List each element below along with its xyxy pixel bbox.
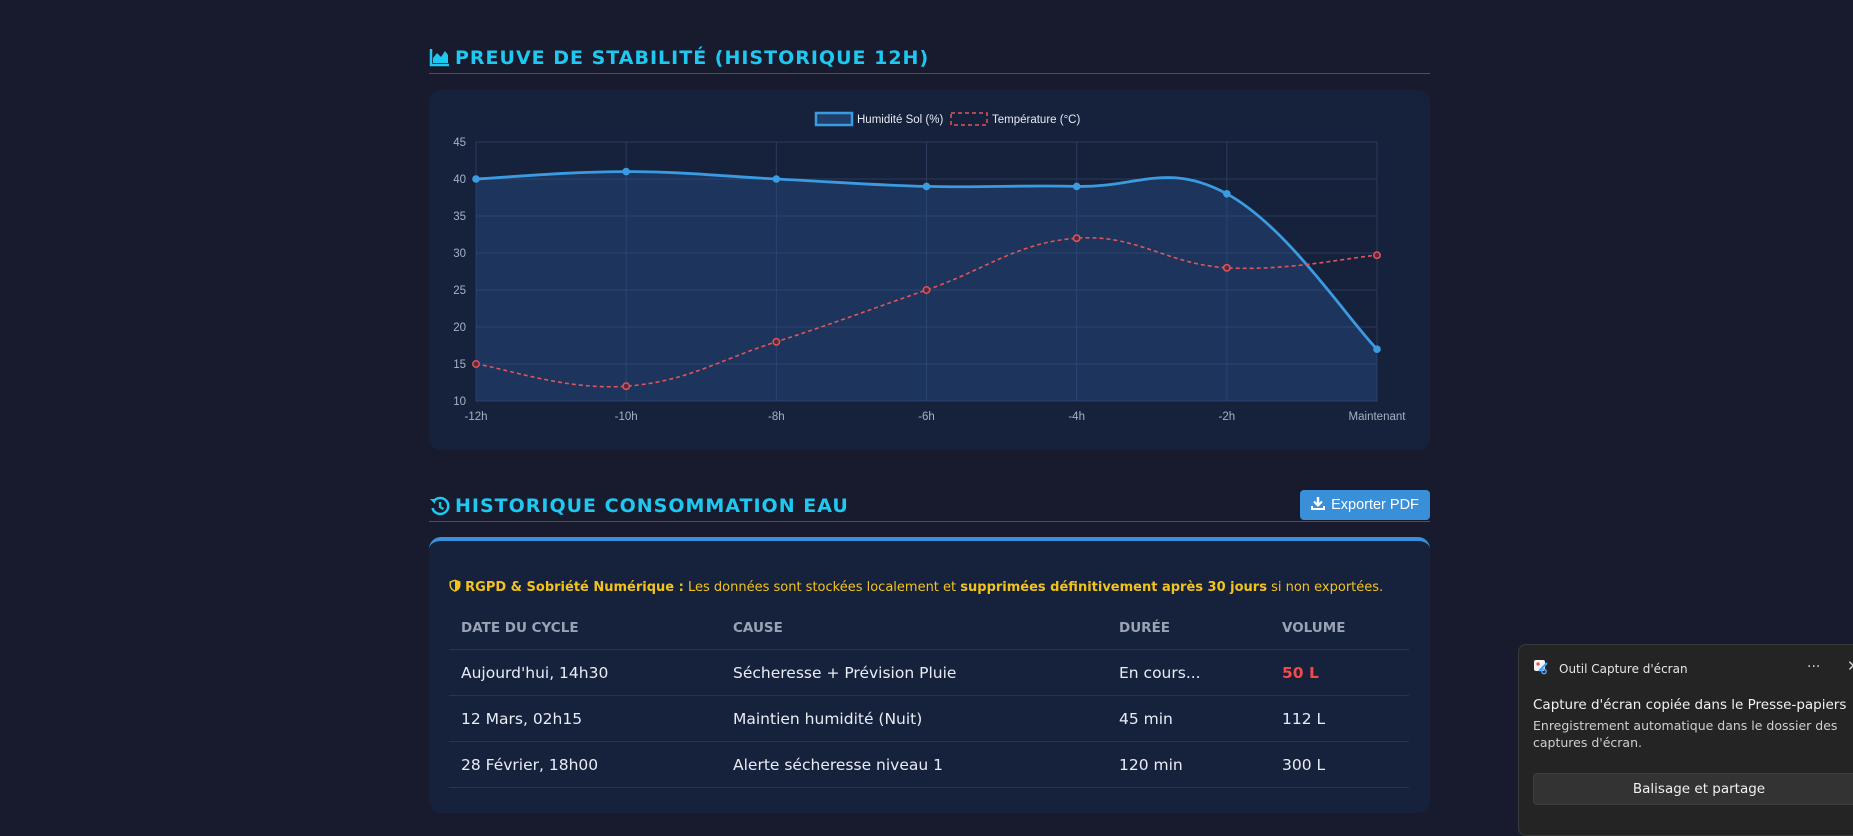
cell-volume: 50 L [1270,649,1409,696]
x-tick-label: Maintenant [1349,411,1407,423]
cell-duration: 120 min [1107,741,1270,788]
temperature-point [472,360,480,368]
temperature-point [1072,234,1081,243]
cell-volume: 112 L [1270,695,1409,742]
y-tick-label: 30 [453,248,466,260]
x-tick-label: -6h [918,411,935,423]
gdpr-notice: RGPD & Sobriété Numérique : Les données … [449,579,1383,595]
cell-duration: 45 min [1107,695,1270,742]
stability-title: PREUVE DE STABILITÉ (HISTORIQUE 12H) [455,46,930,69]
cell-date: Aujourd'hui, 14h30 [449,649,721,696]
humidity-point [622,167,630,176]
column-header-volume: VOLUME [1270,607,1409,650]
cell-date: 28 Février, 18h00 [449,741,721,788]
legend-label-temperature: Température (°C) [992,114,1080,126]
cell-cause: Maintien humidité (Nuit) [721,695,1107,742]
y-tick-label: 20 [453,322,466,334]
legend-label-humidity: Humidité Sol (%) [857,114,943,126]
history-title: HISTORIQUE CONSOMMATION EAU [455,494,849,517]
column-header-date: DATE DU CYCLE [449,607,721,650]
y-tick-label: 35 [453,211,466,223]
screenshot-toast: Outil Capture d'écran ··· ✕ Capture d'éc… [1518,644,1853,836]
gdpr-label: RGPD & Sobriété Numérique : [465,580,684,595]
x-tick-label: -8h [768,411,785,423]
history-table: DATE DU CYCLE CAUSE DURÉE VOLUME Aujourd… [449,607,1409,788]
snipping-tool-icon [1533,659,1549,679]
table-header-row: DATE DU CYCLE CAUSE DURÉE VOLUME [449,607,1409,650]
cell-cause: Alerte sécheresse niveau 1 [721,741,1107,788]
toast-app-name: Outil Capture d'écran [1559,662,1688,676]
humidity-point [472,175,480,183]
column-header-duration: DURÉE [1107,607,1270,650]
history-section-header: HISTORIQUE CONSOMMATION EAU [429,490,1430,522]
humidity-point [1373,345,1381,353]
y-tick-label: 40 [453,174,466,186]
y-tick-label: 25 [453,285,466,297]
history-icon [429,495,451,517]
shield-icon [449,579,465,595]
gdpr-strong: supprimées définitivement après 30 jours [960,580,1267,595]
x-tick-label: -12h [464,411,487,423]
download-icon [1311,496,1326,514]
toast-body: Enregistrement automatique dans le dossi… [1533,718,1838,750]
table-row: 28 Février, 18h00 Alerte sécheresse nive… [449,741,1409,788]
temperature-point [922,286,931,294]
gdpr-text-1: Les données sont stockées localement et [683,580,961,595]
markup-share-button[interactable]: Balisage et partage [1533,773,1853,805]
close-icon[interactable]: ✕ [1847,657,1853,675]
more-options-icon[interactable]: ··· [1807,659,1821,675]
y-tick-label: 45 [453,137,466,149]
stability-chart: 10 15 20 25 30 35 40 45 -12h -10h -8h -6h -4h -2h Main… [453,111,1407,423]
area-chart-icon [429,47,451,69]
history-card: RGPD & Sobriété Numérique : Les données … [429,537,1430,813]
table-row: Aujourd'hui, 14h30 Sécheresse + Prévisio… [449,649,1409,696]
stability-section-header: PREUVE DE STABILITÉ (HISTORIQUE 12H) [429,42,1430,74]
temperature-point [772,337,781,346]
temperature-point [1222,263,1231,272]
y-tick-label: 15 [453,359,466,371]
humidity-point [1072,182,1081,191]
cell-cause: Sécheresse + Prévision Pluie [721,649,1107,696]
gdpr-text-2: si non exportées. [1266,580,1384,595]
x-tick-label: -10h [615,411,638,423]
humidity-point [1223,190,1231,198]
y-tick-label: 10 [453,396,466,408]
cell-volume: 300 L [1270,741,1409,788]
temperature-point [1373,251,1381,260]
column-header-cause: CAUSE [721,607,1107,650]
x-tick-label: -4h [1068,411,1085,423]
legend-swatch-temperature [950,112,988,126]
cell-duration: En cours... [1107,649,1270,696]
export-pdf-label: Exporter PDF [1331,497,1419,513]
stability-chart-card: 10 15 20 25 30 35 40 45 -12h -10h -8h -6h -4h -2h Main… [429,90,1430,450]
temperature-point [622,382,631,391]
humidity-point [922,182,931,191]
table-row: 12 Mars, 02h15 Maintien humidité (Nuit) … [449,695,1409,742]
toast-header: Outil Capture d'écran [1533,659,1688,679]
cell-date: 12 Mars, 02h15 [449,695,721,742]
humidity-point [772,175,781,183]
x-tick-label: -2h [1219,411,1236,423]
export-pdf-button[interactable]: Exporter PDF [1300,490,1430,520]
toast-title: Capture d'écran copiée dans le Presse-pa… [1533,697,1847,713]
legend-swatch-humidity [814,111,854,127]
